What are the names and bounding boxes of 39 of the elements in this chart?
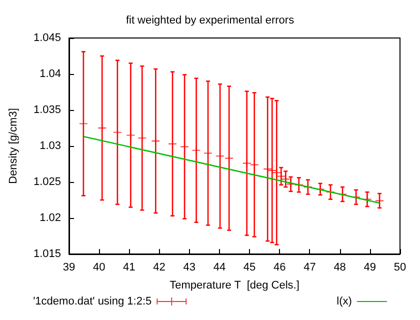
x-tick-label: 46 bbox=[274, 262, 286, 274]
y-tick-label: 1.035 bbox=[33, 104, 61, 116]
y-tick-label: 1.045 bbox=[33, 32, 61, 44]
point bbox=[264, 165, 272, 174]
point bbox=[242, 159, 251, 168]
legend-label: l(x) bbox=[336, 296, 352, 308]
x-tick-label: 44 bbox=[213, 262, 226, 274]
point bbox=[268, 166, 276, 174]
point bbox=[216, 152, 224, 160]
legend-label: '1cdemo.dat' using 1:2:5 bbox=[33, 296, 152, 308]
point bbox=[138, 134, 146, 142]
y-tick-label: 1.03 bbox=[40, 140, 61, 152]
x-tick-label: 49 bbox=[364, 262, 376, 274]
y-tick-label: 1.04 bbox=[40, 68, 61, 80]
x-tick-label: 42 bbox=[153, 262, 166, 274]
y-tick-label: 1.02 bbox=[40, 212, 61, 224]
point bbox=[98, 124, 106, 132]
chart-title: fit weighted by experimental errors bbox=[126, 14, 295, 26]
x-tick-label: 48 bbox=[334, 262, 346, 274]
point bbox=[192, 146, 200, 154]
x-tick-label: 43 bbox=[183, 262, 196, 274]
y-axis-title: Density [g/cm3] bbox=[8, 108, 20, 184]
y-tick-label: 1.015 bbox=[33, 248, 61, 260]
x-tick-label: 45 bbox=[243, 262, 256, 274]
y-tick-label: 1.025 bbox=[33, 176, 61, 188]
point bbox=[79, 120, 88, 128]
point bbox=[250, 160, 258, 169]
x-tick-label: 41 bbox=[123, 262, 136, 274]
point bbox=[282, 175, 290, 184]
point bbox=[126, 131, 135, 140]
point bbox=[113, 128, 122, 136]
point bbox=[152, 136, 160, 145]
x-axis-title: Temperature T [deg Cels.] bbox=[170, 280, 300, 292]
point bbox=[272, 168, 281, 177]
point bbox=[180, 142, 189, 151]
x-tick-label: 47 bbox=[304, 262, 316, 274]
x-tick-label: 50 bbox=[394, 262, 406, 274]
x-tick-label: 40 bbox=[92, 262, 106, 274]
x-tick-label: 39 bbox=[62, 262, 76, 274]
